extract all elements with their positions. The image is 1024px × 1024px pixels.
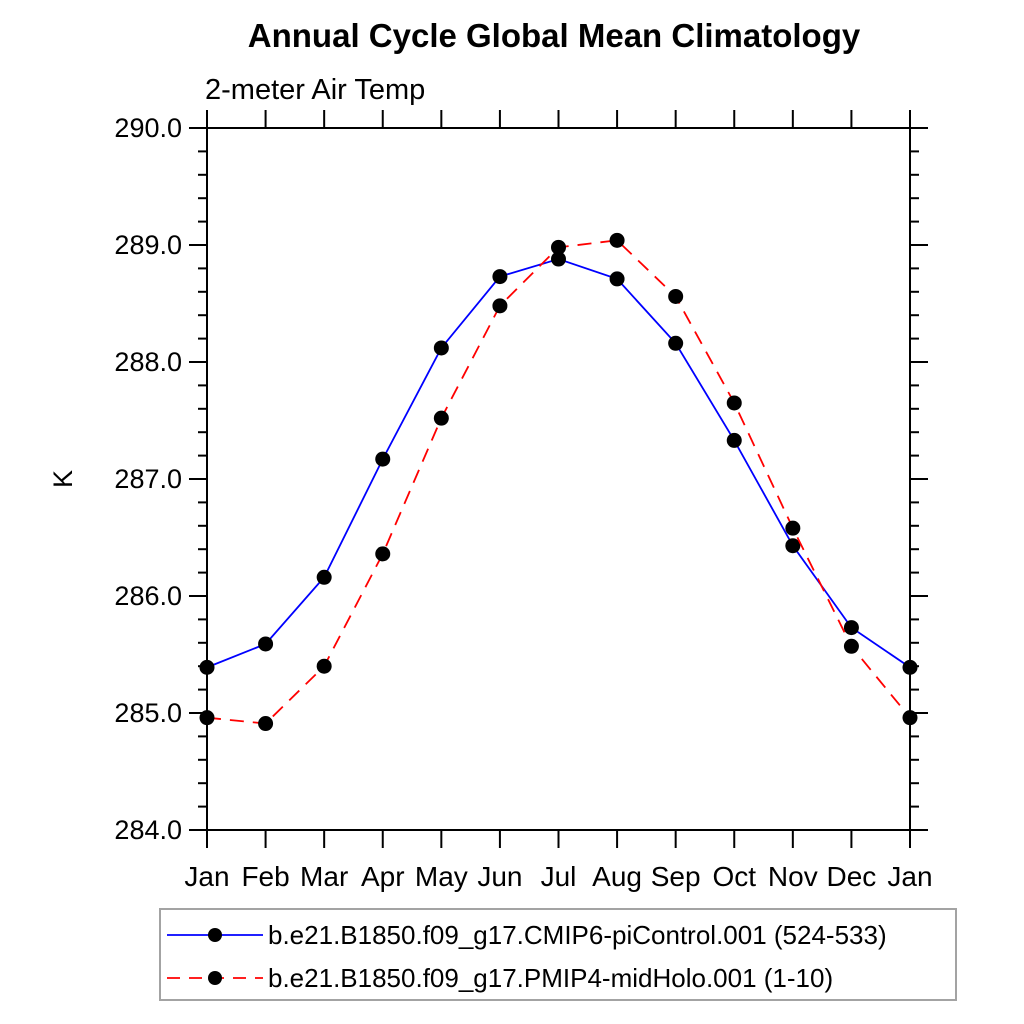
y-tick-label: 285.0 xyxy=(114,698,182,728)
data-point-marker xyxy=(551,251,566,267)
series-line-1 xyxy=(206,239,911,725)
data-point-marker xyxy=(551,239,566,255)
data-point-marker xyxy=(843,620,859,636)
x-tick-label: Jan xyxy=(887,861,932,892)
x-tick-label: Feb xyxy=(241,861,289,892)
data-point-marker xyxy=(609,232,625,248)
data-point-marker xyxy=(668,335,684,351)
legend-entries: b.e21.B1850.f09_g17.CMIP6-piControl.001 … xyxy=(167,920,887,993)
data-point-marker xyxy=(433,410,449,426)
data-point-marker xyxy=(433,340,449,356)
x-tick-label: Jul xyxy=(541,861,577,892)
data-point-marker xyxy=(726,432,742,448)
legend-entry-1: b.e21.B1850.f09_g17.PMIP4-midHolo.001 (1… xyxy=(167,963,833,993)
chart-title: Annual Cycle Global Mean Climatology xyxy=(248,17,861,54)
y-tick-label: 284.0 xyxy=(114,815,182,845)
data-series-layer xyxy=(199,232,918,732)
data-point-marker xyxy=(609,271,625,287)
x-axis-tick-labels: Jan Feb Mar Apr May Jun Jul Aug Sep Oct Nov Dec Jan xyxy=(184,861,932,892)
x-tick-label: Mar xyxy=(300,861,348,892)
legend-marker-sample xyxy=(208,971,222,985)
x-tick-label: Dec xyxy=(827,861,877,892)
data-point-marker xyxy=(785,538,801,554)
x-tick-label: May xyxy=(415,861,468,892)
legend-box xyxy=(159,908,957,1001)
data-point-marker xyxy=(785,520,801,536)
y-tick-label: 287.0 xyxy=(114,464,182,494)
y-tick-label: 289.0 xyxy=(114,230,182,260)
x-tick-label: Oct xyxy=(712,861,756,892)
y-axis-label: K xyxy=(48,470,78,488)
series-line-0 xyxy=(206,258,911,669)
legend-label: b.e21.B1850.f09_g17.CMIP6-piControl.001 … xyxy=(268,920,887,950)
data-point-marker xyxy=(492,269,508,285)
data-point-marker xyxy=(258,636,274,652)
data-point-marker xyxy=(316,658,332,674)
series-1 xyxy=(199,232,918,732)
data-point-marker xyxy=(668,288,684,304)
x-tick-label: Jun xyxy=(477,861,522,892)
data-point-marker xyxy=(492,298,508,314)
series-0 xyxy=(199,251,918,675)
data-point-marker xyxy=(375,546,391,562)
data-point-marker xyxy=(843,638,859,654)
data-point-marker xyxy=(375,451,391,467)
y-tick-label: 290.0 xyxy=(114,113,182,143)
x-tick-label: Aug xyxy=(592,861,642,892)
legend-entry-0: b.e21.B1850.f09_g17.CMIP6-piControl.001 … xyxy=(167,920,887,950)
plot-frame xyxy=(206,127,911,831)
y-axis-tick-labels: 284.0 285.0 286.0 287.0 288.0 289.0 290.0 xyxy=(114,113,182,845)
x-tick-label: Nov xyxy=(768,861,818,892)
legend-marker-sample xyxy=(208,928,222,942)
data-point-marker xyxy=(316,569,332,585)
x-tick-label: Jan xyxy=(184,861,229,892)
y-tick-label: 288.0 xyxy=(114,347,182,377)
x-tick-label: Sep xyxy=(651,861,701,892)
y-tick-label: 286.0 xyxy=(114,581,182,611)
chart-subtitle: 2-meter Air Temp xyxy=(205,74,425,106)
legend-label: b.e21.B1850.f09_g17.PMIP4-midHolo.001 (1… xyxy=(268,963,833,993)
x-tick-label: Apr xyxy=(361,861,405,892)
data-point-marker xyxy=(258,716,274,732)
legend: b.e21.B1850.f09_g17.CMIP6-piControl.001 … xyxy=(159,908,957,1001)
axis-ticks xyxy=(189,110,928,848)
data-point-marker xyxy=(726,395,742,411)
